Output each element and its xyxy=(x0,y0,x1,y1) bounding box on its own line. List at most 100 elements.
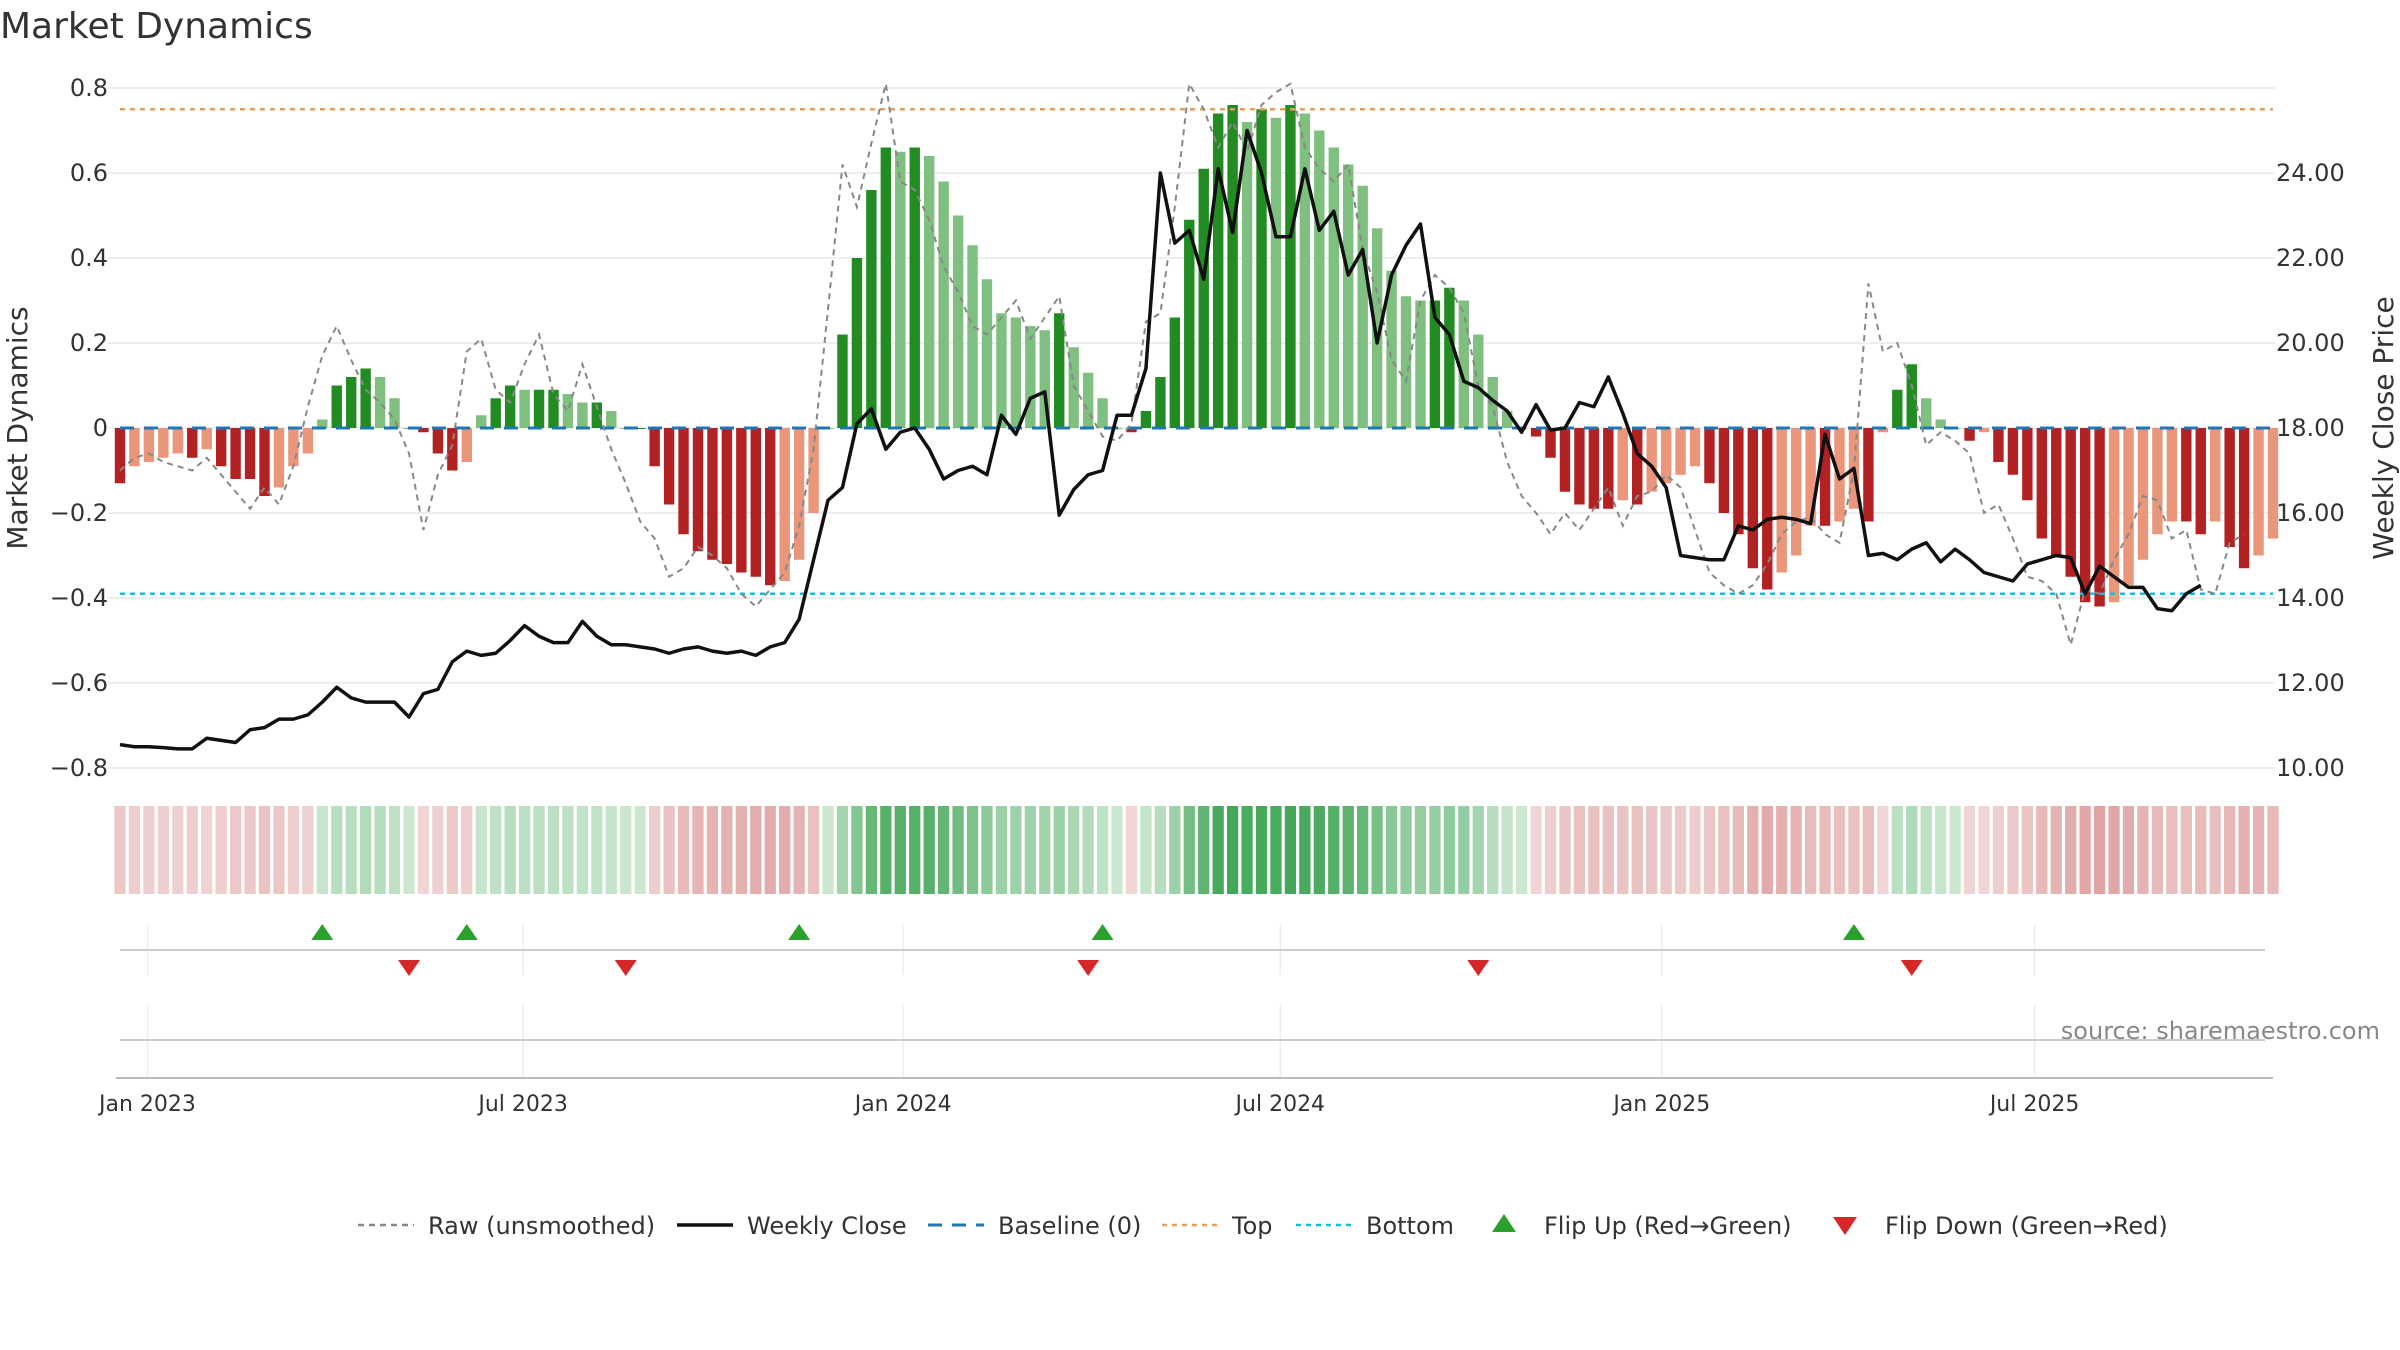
legend-item-flip_down: Flip Down (Green→Red) xyxy=(1833,1212,2168,1240)
regime-cell xyxy=(1226,806,1239,894)
legend-label: Bottom xyxy=(1366,1212,1454,1240)
regime-cell xyxy=(1920,806,1932,894)
dynamics-bar xyxy=(1689,428,1701,467)
regime-cell xyxy=(1212,806,1224,894)
dynamics-bar xyxy=(129,428,140,467)
dynamics-bar xyxy=(1227,105,1238,428)
bottom-panel xyxy=(120,1005,2265,1078)
dynamics-bar xyxy=(2224,428,2235,547)
dynamics-bar xyxy=(837,334,848,428)
left-tick-label: 0.6 xyxy=(70,159,108,187)
dynamics-bar xyxy=(1646,428,1657,492)
regime-cell xyxy=(1154,806,1167,894)
regime-strip xyxy=(114,806,2279,894)
regime-cell xyxy=(1429,806,1441,894)
left-tick-label: 0.4 xyxy=(70,244,108,272)
regime-cell xyxy=(1472,806,1484,894)
left-tick-label: 0.8 xyxy=(70,74,108,102)
x-tick-label: Jan 2025 xyxy=(1611,1092,1710,1117)
regime-cell xyxy=(1299,806,1311,894)
dynamics-bar xyxy=(215,428,227,467)
regime-cell xyxy=(1313,806,1325,894)
dynamics-bar xyxy=(302,428,314,454)
left-tick-label: 0 xyxy=(93,414,108,442)
regime-cell xyxy=(591,806,603,894)
dynamics-bar xyxy=(866,190,877,428)
regime-cell xyxy=(490,806,502,894)
legend: Raw (unsmoothed) Weekly Close Baseline (0)… xyxy=(358,1212,2168,1240)
regime-cell xyxy=(2137,806,2149,894)
dynamics-bar xyxy=(606,411,617,428)
regime-cell xyxy=(1082,806,1094,894)
dynamics-bar xyxy=(591,402,603,428)
regime-cell xyxy=(201,806,213,894)
regime-cell xyxy=(2093,806,2106,894)
dynamics-bar xyxy=(1068,347,1079,428)
regime-cell xyxy=(2180,806,2192,894)
dynamics-bar xyxy=(2036,428,2048,539)
x-tick-label: Jul 2023 xyxy=(476,1092,568,1117)
regime-cell xyxy=(1906,806,1918,894)
left-y-axis: −0.8 −0.6 −0.4 −0.2 0 0.2 0.4 0.6 0.8 xyxy=(50,74,108,782)
regime-cell xyxy=(1068,806,1080,894)
dynamics-bar xyxy=(1444,287,1455,428)
dynamics-bar xyxy=(1299,113,1311,428)
dynamics-bar xyxy=(851,258,863,428)
dynamics-bar xyxy=(1978,428,1990,433)
dynamics-bar xyxy=(1559,428,1571,492)
dynamics-bar xyxy=(2166,428,2178,522)
regime-cell xyxy=(1487,806,1499,894)
right-tick-label: 10.00 xyxy=(2276,754,2345,782)
regime-cell xyxy=(1371,806,1383,894)
regime-cell xyxy=(649,806,661,894)
right-tick-label: 12.00 xyxy=(2276,669,2345,697)
regime-cell xyxy=(2166,806,2178,894)
dynamics-bar xyxy=(1400,296,1412,428)
dynamics-bar xyxy=(1054,313,1065,428)
dynamics-bar xyxy=(519,389,530,428)
regime-cell xyxy=(1559,806,1571,894)
dynamics-bars xyxy=(114,105,2279,607)
dynamics-bar xyxy=(1921,398,1932,428)
regime-cell xyxy=(229,806,242,894)
regime-cell xyxy=(533,806,545,894)
regime-cell xyxy=(1703,806,1716,894)
left-tick-label: −0.4 xyxy=(50,584,108,612)
regime-cell xyxy=(1646,806,1658,894)
dynamics-bar xyxy=(1964,428,1975,441)
dynamics-bar xyxy=(1343,164,1354,428)
regime-cell xyxy=(1718,806,1730,894)
dynamics-bar xyxy=(1212,113,1224,428)
left-tick-label: −0.2 xyxy=(50,499,108,527)
regime-cell xyxy=(1183,806,1195,894)
regime-cell xyxy=(1674,806,1687,894)
regime-cell xyxy=(1848,806,1860,894)
legend-label: Raw (unsmoothed) xyxy=(428,1212,655,1240)
regime-cell xyxy=(316,806,328,894)
left-tick-label: −0.8 xyxy=(50,754,108,782)
regime-cell xyxy=(721,806,733,894)
regime-cell xyxy=(1790,806,1802,894)
regime-cell xyxy=(1039,806,1051,894)
regime-cell xyxy=(894,806,906,894)
flip-up-marker xyxy=(311,924,334,940)
regime-cell xyxy=(1342,806,1354,894)
regime-cell xyxy=(966,806,979,894)
dynamics-bar xyxy=(374,377,386,428)
regime-cell xyxy=(750,806,762,894)
flip-markers-panel xyxy=(120,924,2265,976)
dynamics-bar xyxy=(678,428,689,535)
dynamics-bar xyxy=(2022,428,2033,501)
dynamics-bar xyxy=(317,419,328,428)
dynamics-bar xyxy=(1126,428,1137,433)
left-tick-label: −0.6 xyxy=(50,669,108,697)
dynamics-bar xyxy=(808,428,819,513)
dynamics-bar xyxy=(2152,428,2163,535)
raw-series-line xyxy=(119,80,2245,649)
regime-cell xyxy=(1255,806,1268,894)
regime-cell xyxy=(1125,806,1138,894)
dynamics-bar xyxy=(1039,330,1050,428)
right-tick-label: 20.00 xyxy=(2276,329,2345,357)
regime-cell xyxy=(1617,806,1629,894)
right-tick-label: 24.00 xyxy=(2276,159,2345,187)
